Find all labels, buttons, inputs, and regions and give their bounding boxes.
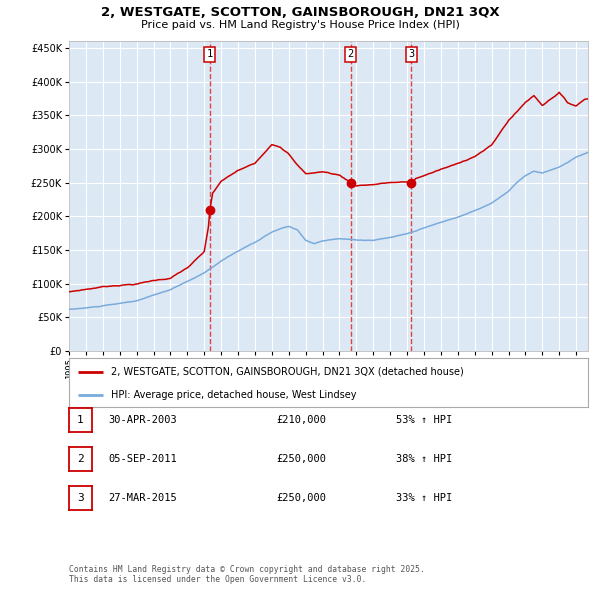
Text: Price paid vs. HM Land Registry's House Price Index (HPI): Price paid vs. HM Land Registry's House … bbox=[140, 20, 460, 30]
Text: 27-MAR-2015: 27-MAR-2015 bbox=[108, 493, 177, 503]
Text: 2, WESTGATE, SCOTTON, GAINSBOROUGH, DN21 3QX: 2, WESTGATE, SCOTTON, GAINSBOROUGH, DN21… bbox=[101, 6, 499, 19]
Text: 05-SEP-2011: 05-SEP-2011 bbox=[108, 454, 177, 464]
Text: 33% ↑ HPI: 33% ↑ HPI bbox=[396, 493, 452, 503]
Text: £250,000: £250,000 bbox=[276, 454, 326, 464]
Text: 3: 3 bbox=[408, 50, 415, 60]
Text: 1: 1 bbox=[206, 50, 213, 60]
Text: 2, WESTGATE, SCOTTON, GAINSBOROUGH, DN21 3QX (detached house): 2, WESTGATE, SCOTTON, GAINSBOROUGH, DN21… bbox=[110, 367, 463, 377]
Text: 2: 2 bbox=[347, 50, 354, 60]
Text: 1: 1 bbox=[77, 415, 84, 425]
Text: £210,000: £210,000 bbox=[276, 415, 326, 425]
Text: 53% ↑ HPI: 53% ↑ HPI bbox=[396, 415, 452, 425]
Text: Contains HM Land Registry data © Crown copyright and database right 2025.
This d: Contains HM Land Registry data © Crown c… bbox=[69, 565, 425, 584]
Text: 30-APR-2003: 30-APR-2003 bbox=[108, 415, 177, 425]
Text: 2: 2 bbox=[77, 454, 84, 464]
Text: HPI: Average price, detached house, West Lindsey: HPI: Average price, detached house, West… bbox=[110, 390, 356, 400]
Text: £250,000: £250,000 bbox=[276, 493, 326, 503]
Text: 38% ↑ HPI: 38% ↑ HPI bbox=[396, 454, 452, 464]
Text: 3: 3 bbox=[77, 493, 84, 503]
